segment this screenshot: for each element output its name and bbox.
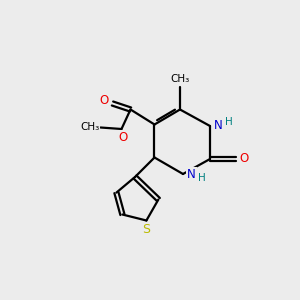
Text: O: O <box>240 152 249 166</box>
Text: CH₃: CH₃ <box>170 74 190 84</box>
Text: CH₃: CH₃ <box>80 122 100 132</box>
Text: S: S <box>142 223 150 236</box>
Text: H: H <box>225 117 232 128</box>
Text: H: H <box>198 173 206 183</box>
Text: N: N <box>214 119 223 132</box>
Text: N: N <box>187 168 196 181</box>
Text: O: O <box>100 94 109 107</box>
Text: O: O <box>118 131 127 144</box>
